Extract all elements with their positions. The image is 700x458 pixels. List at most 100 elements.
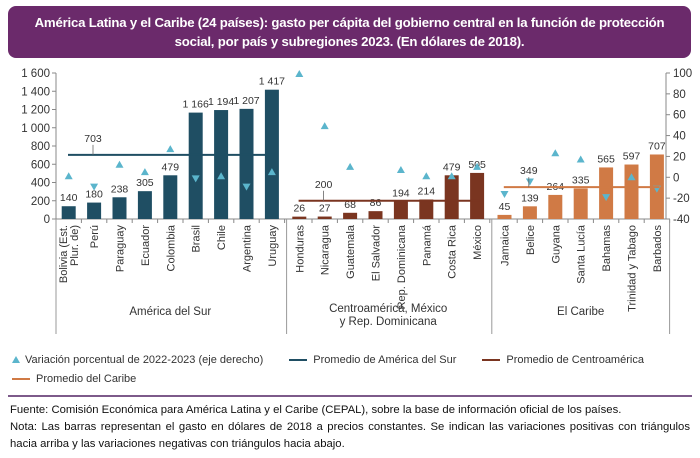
- bar: [239, 108, 254, 219]
- right-axis-tick-label: -20: [673, 193, 690, 205]
- x-category-label: Plur. de): [69, 225, 81, 266]
- bar-value-label: 1 194: [208, 96, 234, 108]
- left-axis-tick-label: 1 400: [21, 86, 50, 98]
- bar-value-label: 335: [572, 174, 590, 186]
- x-category-label: Bahamas: [601, 225, 613, 272]
- x-category-label: Argentina: [242, 224, 254, 272]
- bar: [137, 191, 152, 219]
- triangle-up-marker: [396, 165, 405, 173]
- triangle-down-marker: [242, 183, 251, 191]
- bar: [444, 175, 459, 219]
- x-category-label: Ecuador: [140, 225, 152, 266]
- x-category-label: México: [472, 225, 484, 260]
- bar: [599, 167, 614, 219]
- source-note: Fuente: Comisión Económica para América …: [10, 404, 622, 416]
- triangle-up-marker: [473, 162, 482, 170]
- x-category-label: Santa Lucía: [576, 224, 588, 284]
- right-axis-tick-label: 0: [673, 172, 679, 184]
- bar: [214, 110, 229, 219]
- bar: [188, 112, 203, 219]
- bar-value-label: 27: [319, 203, 331, 215]
- bar-value-label: 26: [293, 203, 305, 215]
- left-axis-tick-label: 1 000: [21, 123, 50, 135]
- bar-value-label: 565: [597, 153, 615, 165]
- bar-value-label: 180: [85, 189, 103, 201]
- x-category-label: Chile: [216, 225, 228, 250]
- x-category-label: Panamá: [421, 224, 433, 266]
- x-category-label: Paraguay: [115, 225, 127, 273]
- bar: [163, 175, 178, 219]
- bar-value-label: 707: [648, 140, 666, 152]
- x-category-label: Perú: [89, 225, 101, 248]
- x-category-label: Costa Rica: [447, 224, 459, 279]
- legend-label: Promedio del Caribe: [36, 372, 137, 385]
- bar: [497, 214, 512, 219]
- triangle-up-marker: [447, 172, 456, 180]
- group-label: América del Sur: [129, 306, 211, 318]
- right-axis-tick-label: 40: [673, 131, 686, 143]
- bar-value-label: 86: [370, 197, 382, 209]
- left-axis-tick-label: 1 600: [21, 68, 50, 80]
- right-axis-tick-label: 80: [673, 89, 686, 101]
- x-category-label: Nicaragua: [320, 224, 332, 275]
- bar-value-label: 305: [136, 177, 154, 189]
- bar: [393, 201, 408, 219]
- bar: [624, 164, 639, 219]
- x-category-label: Guatemala: [345, 224, 357, 279]
- average-value-label: 349: [520, 165, 538, 177]
- legend-label: Promedio de Centroamérica: [506, 353, 644, 366]
- average-value-label: 200: [315, 179, 333, 191]
- group-label: El Caribe: [557, 306, 604, 318]
- bar: [317, 216, 332, 219]
- bar-value-label: 68: [344, 199, 356, 211]
- bar-value-label: 1 166: [183, 99, 209, 111]
- bar: [112, 197, 127, 219]
- x-category-label: Uruguay: [267, 225, 279, 267]
- x-category-label: Trinidad y Tabago: [627, 225, 639, 312]
- triangle-marker-icon: [12, 356, 20, 363]
- triangle-up-marker: [166, 145, 175, 153]
- bar-value-label: 479: [443, 161, 461, 173]
- bar: [419, 199, 434, 219]
- x-category-label: Guyana: [550, 224, 562, 263]
- bar-value-label: 214: [418, 185, 436, 197]
- legend-item-variation: Variación porcentual de 2022-2023 (eje d…: [12, 354, 263, 366]
- legend-line-sur: [289, 358, 308, 361]
- triangle-up-marker: [140, 168, 149, 176]
- triangle-up-marker: [346, 162, 355, 170]
- bar: [343, 212, 358, 219]
- bar-value-label: 1 417: [259, 76, 285, 88]
- x-category-label: El Salvador: [371, 225, 383, 282]
- x-category-label: Bolivia (Est.: [58, 225, 70, 283]
- notes: Fuente: Comisión Económica para América …: [10, 402, 690, 453]
- triangle-up-marker: [64, 172, 73, 180]
- x-category-label: Jamaica: [500, 224, 512, 266]
- right-axis-tick-label: 100: [673, 68, 692, 80]
- triangle-up-marker: [267, 168, 276, 176]
- bar-value-label: 140: [60, 192, 78, 204]
- x-category-label: Honduras: [294, 225, 306, 273]
- chart-title: América Latina y el Caribe (24 países): …: [8, 6, 691, 58]
- triangle-up-marker: [320, 122, 329, 130]
- triangle-down-marker: [602, 194, 611, 202]
- bar: [470, 172, 485, 219]
- group-label: Centroamérica, México: [329, 303, 447, 315]
- bar-value-label: 194: [392, 187, 410, 199]
- triangle-down-marker: [500, 190, 509, 198]
- bar: [548, 194, 563, 219]
- triangle-up-marker: [217, 172, 226, 180]
- legend: Variación porcentual de 2022-2023 (eje d…: [12, 350, 692, 388]
- triangle-down-marker: [191, 175, 200, 183]
- bar: [292, 216, 307, 219]
- bar: [573, 188, 588, 219]
- bar: [87, 202, 102, 219]
- left-axis-tick-label: 200: [31, 196, 50, 208]
- bar-value-label: 1 207: [233, 95, 259, 107]
- bar: [522, 206, 537, 219]
- legend-item-sur: Promedio de América del Sur: [289, 354, 456, 366]
- x-category-label: Brasil: [191, 225, 203, 253]
- bar: [368, 211, 383, 219]
- triangle-down-marker: [90, 183, 99, 191]
- right-axis-tick-label: 60: [673, 110, 686, 122]
- x-category-label: Colombia: [165, 224, 177, 271]
